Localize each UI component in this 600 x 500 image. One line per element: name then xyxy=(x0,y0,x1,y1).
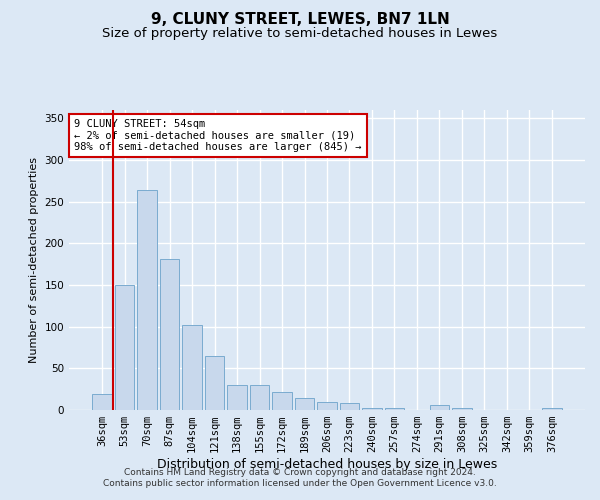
Bar xyxy=(250,385,269,410)
Bar xyxy=(205,356,224,410)
Bar xyxy=(115,285,134,410)
Bar xyxy=(160,259,179,410)
Bar xyxy=(385,408,404,410)
Bar xyxy=(340,404,359,410)
Text: 9 CLUNY STREET: 54sqm
← 2% of semi-detached houses are smaller (19)
98% of semi-: 9 CLUNY STREET: 54sqm ← 2% of semi-detac… xyxy=(74,119,362,152)
Y-axis label: Number of semi-detached properties: Number of semi-detached properties xyxy=(29,157,39,363)
X-axis label: Distribution of semi-detached houses by size in Lewes: Distribution of semi-detached houses by … xyxy=(157,458,497,471)
Text: Contains HM Land Registry data © Crown copyright and database right 2024.
Contai: Contains HM Land Registry data © Crown c… xyxy=(103,468,497,487)
Bar xyxy=(272,392,292,410)
Bar xyxy=(317,402,337,410)
Bar xyxy=(542,408,562,410)
Text: 9, CLUNY STREET, LEWES, BN7 1LN: 9, CLUNY STREET, LEWES, BN7 1LN xyxy=(151,12,449,28)
Bar xyxy=(452,408,472,410)
Bar xyxy=(182,325,202,410)
Bar xyxy=(137,190,157,410)
Bar xyxy=(295,398,314,410)
Text: Size of property relative to semi-detached houses in Lewes: Size of property relative to semi-detach… xyxy=(103,28,497,40)
Bar xyxy=(430,405,449,410)
Bar xyxy=(227,385,247,410)
Bar xyxy=(362,408,382,410)
Bar xyxy=(92,394,112,410)
